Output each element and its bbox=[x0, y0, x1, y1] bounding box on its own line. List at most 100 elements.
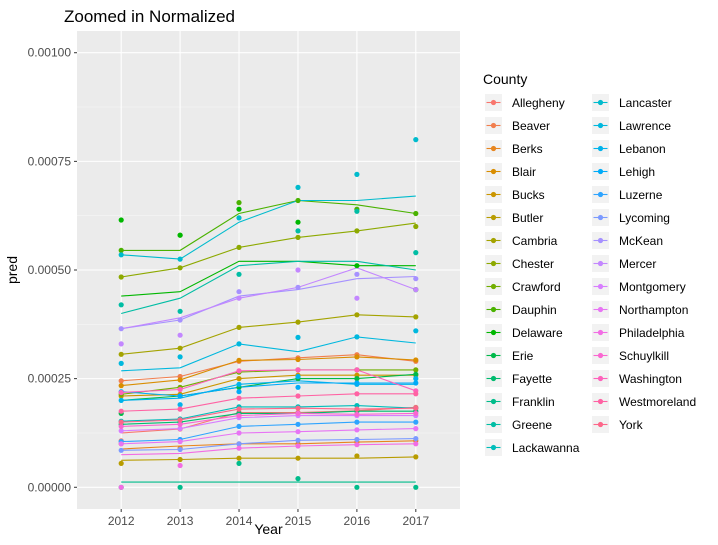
data-point-butler bbox=[295, 455, 301, 461]
legend-item-lackawanna: Lackawanna bbox=[485, 439, 580, 456]
data-point-schuylkill bbox=[177, 421, 183, 427]
legend-item-westmoreland: Westmoreland bbox=[592, 393, 696, 410]
data-point-philadelphia bbox=[354, 442, 360, 448]
legend-label: Blair bbox=[512, 165, 536, 179]
legend-item-franklin: Franklin bbox=[485, 393, 555, 410]
data-point-york bbox=[295, 405, 301, 411]
legend-label: Washington bbox=[619, 372, 682, 386]
series-line-lackawanna bbox=[121, 405, 416, 422]
data-point-mercer bbox=[118, 341, 124, 347]
data-point-lehigh bbox=[236, 389, 242, 395]
legend-key-point bbox=[597, 329, 604, 336]
data-point-luzerne bbox=[295, 421, 301, 427]
legend-key-point bbox=[597, 283, 604, 290]
x-tick-label: 2013 bbox=[167, 514, 194, 528]
y-tick-label: 0.00025 bbox=[28, 372, 72, 386]
x-tick-label: 2012 bbox=[108, 514, 135, 528]
series-line-chester bbox=[121, 222, 416, 278]
data-point-chester bbox=[118, 274, 124, 280]
data-point-delaware bbox=[295, 219, 301, 225]
legend-label: Lehigh bbox=[619, 165, 655, 179]
data-point-dauphin bbox=[295, 197, 301, 204]
data-point-lehigh bbox=[177, 393, 183, 399]
data-point-northampton bbox=[354, 427, 360, 433]
legend-item-schuylkill: Schuylkill bbox=[592, 347, 669, 364]
legend-item-chester: Chester bbox=[485, 255, 554, 272]
legend-item-york: York bbox=[592, 416, 644, 433]
data-point-westmoreland bbox=[118, 408, 124, 414]
data-point-lancaster bbox=[236, 215, 242, 221]
data-point-butler bbox=[236, 455, 242, 461]
legend-label: Franklin bbox=[512, 395, 555, 409]
legend-label: Chester bbox=[512, 257, 554, 271]
data-point-philadelphia bbox=[236, 445, 242, 451]
data-point-westmoreland bbox=[354, 391, 360, 397]
data-point-york bbox=[236, 406, 242, 412]
legend-item-cambria: Cambria bbox=[485, 232, 558, 249]
legend-item-lehigh: Lehigh bbox=[592, 163, 655, 180]
legend-label: Lawrence bbox=[619, 119, 671, 133]
series-line-lawrence bbox=[121, 336, 416, 372]
data-point-northampton bbox=[118, 441, 124, 447]
data-point-mckean bbox=[354, 271, 360, 277]
legend-item-delaware: Delaware bbox=[485, 324, 563, 341]
x-tick-label: 2016 bbox=[344, 514, 371, 528]
data-point-lancaster bbox=[354, 171, 360, 177]
legend-key-point bbox=[490, 283, 497, 290]
data-point-northampton bbox=[295, 429, 301, 435]
data-point-lycoming bbox=[354, 436, 360, 443]
legend-key-point bbox=[490, 191, 497, 198]
series-line-fayette bbox=[121, 410, 416, 425]
legend-label: Lackawanna bbox=[512, 441, 580, 455]
legend-label: Lancaster bbox=[619, 96, 672, 110]
data-point-northampton bbox=[413, 426, 419, 432]
legend-key-point bbox=[490, 214, 497, 221]
series-line-york bbox=[121, 407, 416, 423]
data-point-schuylkill bbox=[413, 410, 419, 416]
data-point-westmoreland bbox=[413, 391, 419, 397]
legend-item-fayette: Fayette bbox=[485, 370, 552, 387]
legend-label: Bucks bbox=[512, 188, 545, 202]
series-line-butler bbox=[121, 456, 416, 461]
data-point-washington bbox=[118, 389, 124, 396]
data-point-delaware bbox=[354, 263, 360, 269]
legend-label: Beaver bbox=[512, 119, 550, 133]
data-point-delaware bbox=[236, 206, 242, 212]
legend-key-point bbox=[597, 421, 604, 428]
data-point-lebanon bbox=[413, 376, 419, 382]
data-point-schuylkill bbox=[295, 410, 301, 416]
data-point-franklin bbox=[295, 476, 301, 482]
data-point-lycoming bbox=[177, 446, 183, 453]
legend-item-luzerne: Luzerne bbox=[592, 186, 663, 203]
data-point-blair bbox=[177, 377, 183, 383]
legend-item-lancaster: Lancaster bbox=[592, 94, 672, 111]
data-point-erie bbox=[413, 371, 419, 377]
legend-label: Lebanon bbox=[619, 142, 666, 156]
data-point-lebanon bbox=[236, 381, 242, 387]
data-point-cambria bbox=[177, 345, 183, 351]
data-point-lehigh bbox=[354, 380, 360, 386]
data-point-lancaster bbox=[413, 137, 419, 143]
series-line-luzerne bbox=[121, 421, 416, 443]
data-point-york bbox=[413, 405, 419, 411]
series-line-lebanon bbox=[121, 380, 416, 401]
data-point-blair bbox=[354, 354, 360, 360]
data-point-cambria bbox=[118, 351, 124, 357]
legend-key-point bbox=[490, 352, 497, 359]
legend-key-point bbox=[597, 145, 604, 152]
data-point-lycoming bbox=[236, 441, 242, 447]
series-lines bbox=[121, 195, 416, 483]
data-point-franklin bbox=[354, 484, 360, 490]
data-point-lawrence bbox=[295, 334, 301, 340]
y-axis-title: pred bbox=[4, 256, 20, 284]
data-point-dauphin bbox=[118, 247, 124, 253]
legend-label: Erie bbox=[512, 349, 534, 363]
legend-key-point bbox=[597, 237, 604, 244]
legend-label: Berks bbox=[512, 142, 543, 156]
data-point-franklin bbox=[413, 484, 419, 490]
data-point-westmoreland bbox=[295, 393, 301, 399]
data-point-westmoreland bbox=[236, 395, 242, 401]
data-point-philadelphia bbox=[177, 462, 183, 469]
data-point-lycoming bbox=[295, 437, 301, 443]
legend-item-beaver: Beaver bbox=[485, 117, 550, 134]
